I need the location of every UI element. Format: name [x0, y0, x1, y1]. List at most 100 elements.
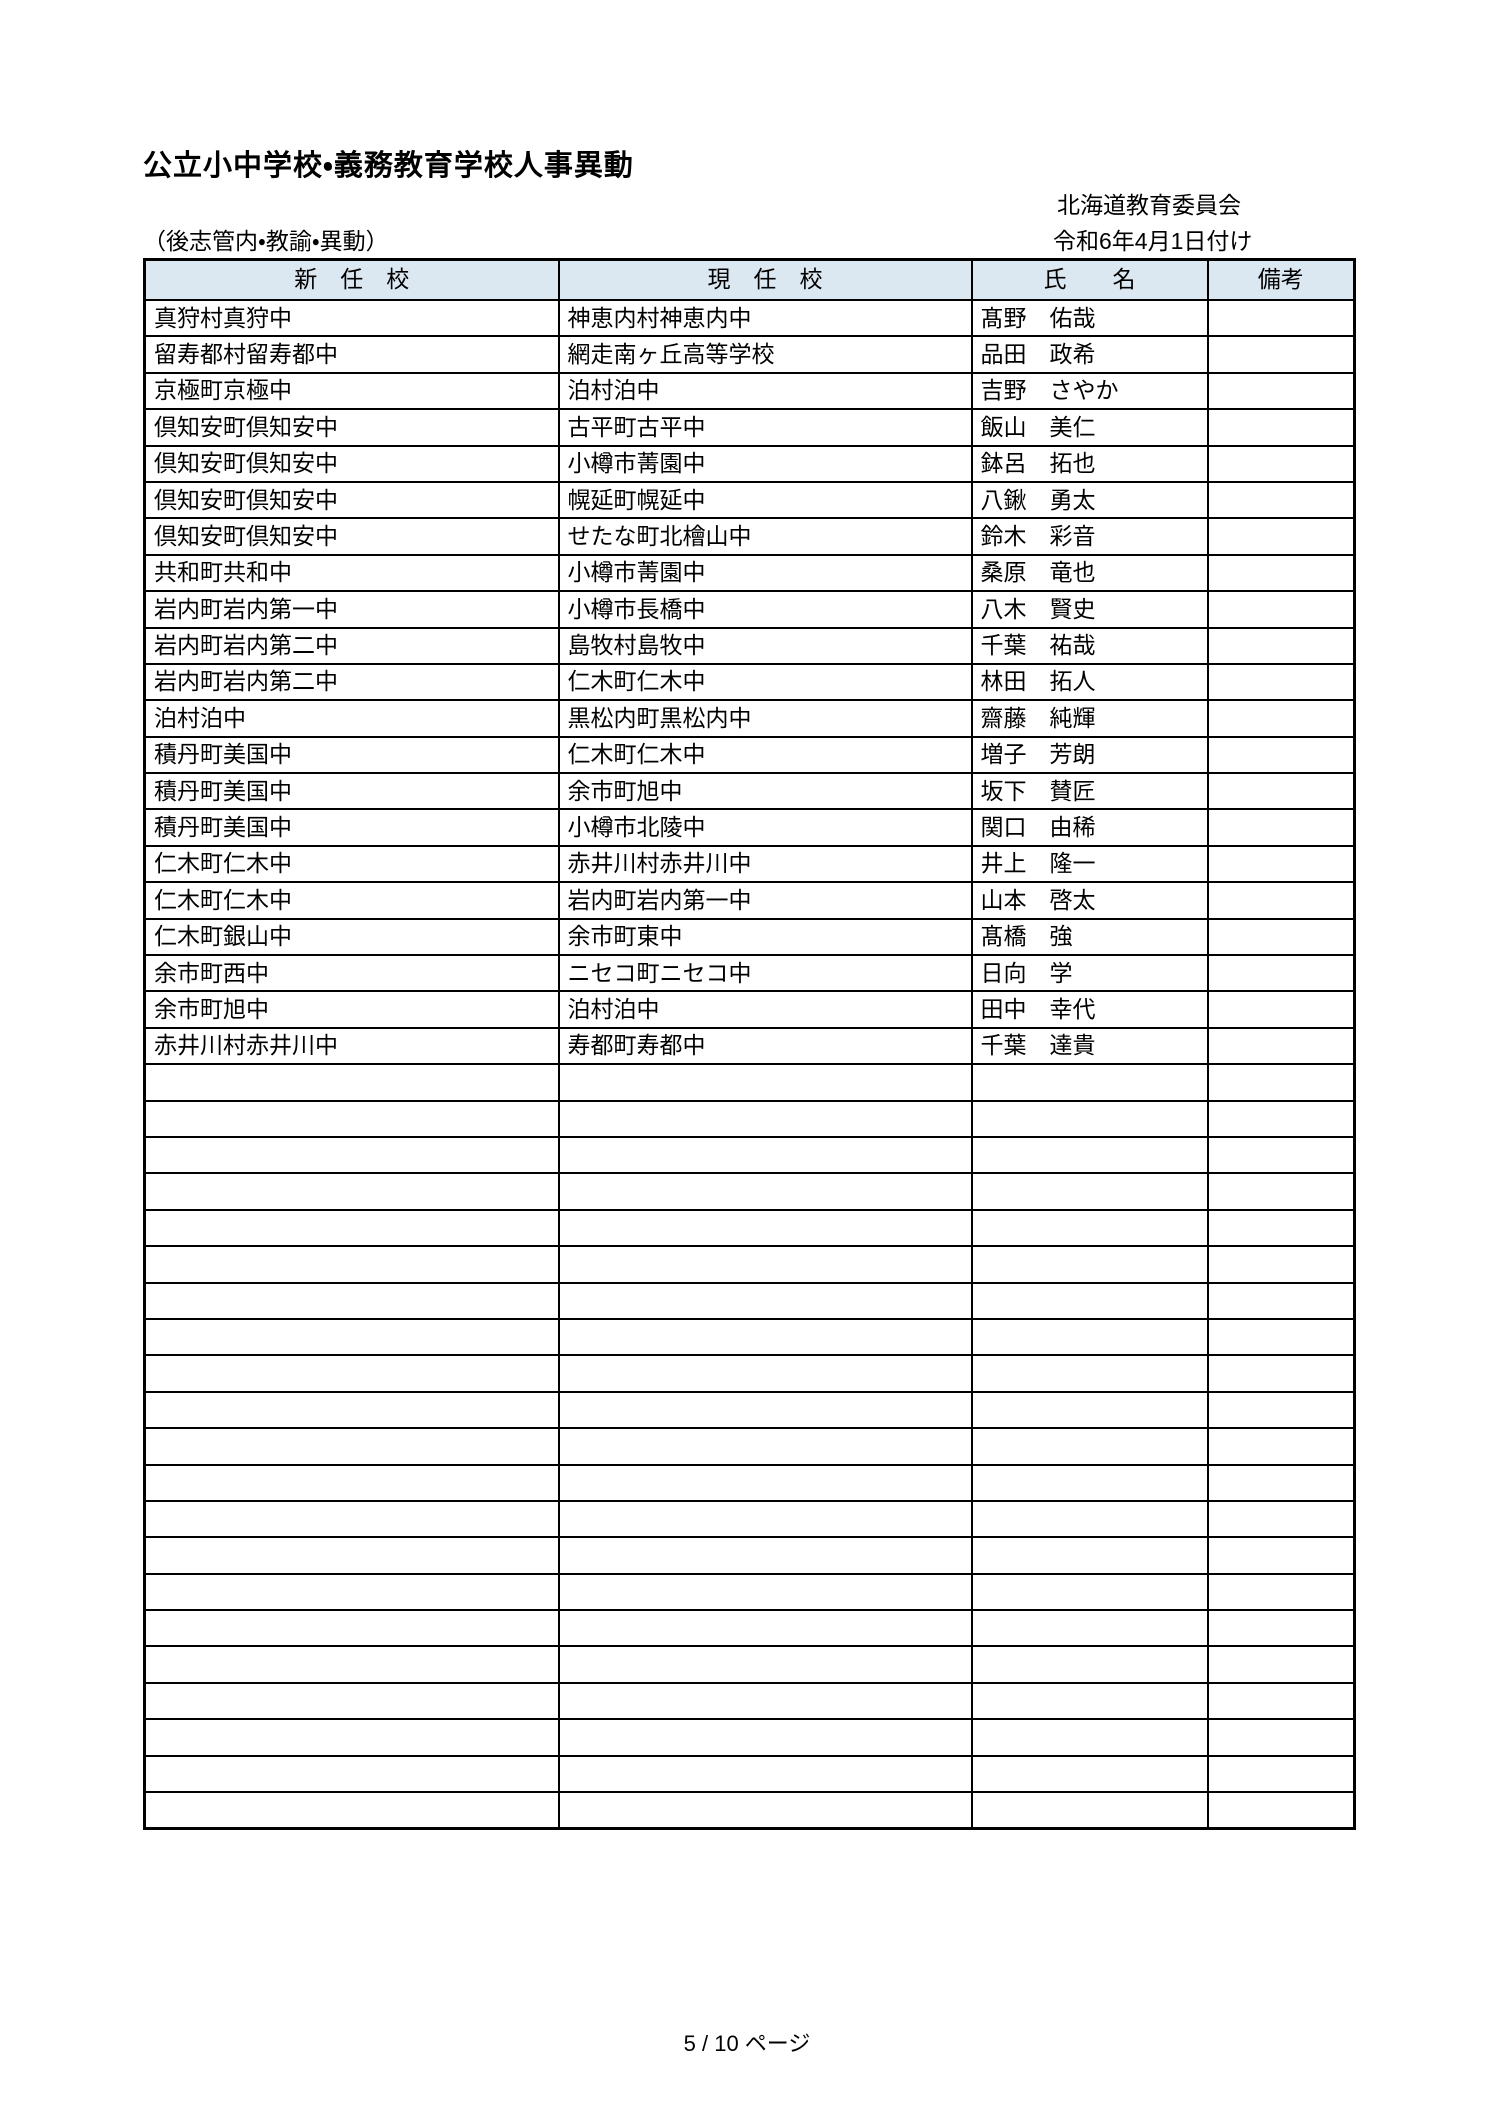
- empty-table-row: [143, 1536, 1356, 1575]
- empty-cell: [970, 1354, 1209, 1393]
- cell-new-school: 倶知安町倶知安中: [143, 517, 560, 556]
- cell-name: 日向 学: [970, 954, 1209, 993]
- empty-cell: [557, 1281, 973, 1320]
- empty-cell: [143, 1208, 560, 1248]
- empty-cell: [143, 1354, 560, 1393]
- cell-name: 増子 芳朗: [970, 735, 1209, 775]
- cell-name: 飯山 美仁: [970, 408, 1209, 447]
- cell-new-school: 仁木町仁木中: [143, 844, 560, 884]
- cell-new-school: 倶知安町倶知安中: [143, 408, 560, 447]
- empty-cell: [1206, 1390, 1356, 1430]
- organization-name: 北海道教育委員会: [1057, 192, 1241, 218]
- empty-cell: [143, 1245, 560, 1284]
- cell-name: 髙野 佑哉: [970, 298, 1209, 338]
- empty-cell: [1206, 1681, 1356, 1721]
- table-row: 留寿都村留寿都中 網走南ヶ丘高等学校 品田 政希: [143, 335, 1356, 374]
- empty-cell: [143, 1099, 560, 1138]
- cell-name: 髙橋 強: [970, 917, 1209, 957]
- empty-cell: [557, 1063, 973, 1102]
- empty-table-row: [143, 1645, 1356, 1684]
- empty-cell: [970, 1317, 1209, 1357]
- empty-cell: [1206, 1172, 1356, 1211]
- effective-date: 令和6年4月1日付け: [1053, 228, 1253, 254]
- document-title: 公立小中学校・義務教育学校人事異動: [143, 150, 634, 182]
- empty-cell: [970, 1172, 1209, 1211]
- empty-cell: [143, 1645, 560, 1684]
- cell-name: 八木 賢史: [970, 590, 1209, 629]
- table-row: 共和町共和中 小樽市菁園中 桑原 竜也: [143, 553, 1356, 593]
- empty-cell: [970, 1718, 1209, 1757]
- empty-cell: [1206, 1063, 1356, 1102]
- empty-cell: [557, 1390, 973, 1430]
- cell-name: 鈴木 彩音: [970, 517, 1209, 556]
- empty-cell: [143, 1791, 560, 1830]
- cell-current-school: 島牧村島牧中: [557, 626, 973, 665]
- cell-name: 品田 政希: [970, 335, 1209, 374]
- empty-table-row: [143, 1791, 1356, 1830]
- cell-current-school: 寿都町寿都中: [557, 1026, 973, 1066]
- empty-cell: [143, 1536, 560, 1575]
- cell-new-school: 赤井川村赤井川中: [143, 1026, 560, 1066]
- empty-cell: [970, 1427, 1209, 1466]
- cell-remarks: [1206, 626, 1356, 665]
- cell-new-school: 積丹町美国中: [143, 808, 560, 847]
- empty-cell: [970, 1681, 1209, 1721]
- cell-remarks: [1206, 808, 1356, 847]
- cell-current-school: 小樽市菁園中: [557, 553, 973, 593]
- cell-name: 鉢呂 拓也: [970, 444, 1209, 483]
- empty-cell: [143, 1499, 560, 1539]
- cell-remarks: [1206, 298, 1356, 338]
- cell-remarks: [1206, 517, 1356, 556]
- cell-remarks: [1206, 662, 1356, 702]
- header-current-school: 現 任 校: [557, 258, 973, 301]
- empty-cell: [557, 1754, 973, 1794]
- cell-new-school: 余市町西中: [143, 954, 560, 993]
- table-row: 余市町西中 ニセコ町ニセコ中 日向 学: [143, 954, 1356, 993]
- empty-cell: [557, 1572, 973, 1612]
- empty-cell: [970, 1754, 1209, 1794]
- empty-cell: [1206, 1427, 1356, 1466]
- empty-table-row: [143, 1063, 1356, 1102]
- empty-cell: [143, 1572, 560, 1612]
- empty-cell: [970, 1791, 1209, 1830]
- cell-current-school: ニセコ町ニセコ中: [557, 954, 973, 993]
- empty-cell: [557, 1427, 973, 1466]
- empty-cell: [970, 1063, 1209, 1102]
- cell-remarks: [1206, 917, 1356, 957]
- table-row: 仁木町銀山中 余市町東中 髙橋 強: [143, 917, 1356, 957]
- table-row: 岩内町岩内第二中 島牧村島牧中 千葉 祐哉: [143, 626, 1356, 665]
- cell-new-school: 岩内町岩内第二中: [143, 662, 560, 702]
- empty-cell: [143, 1718, 560, 1757]
- empty-cell: [557, 1172, 973, 1211]
- table-row: 泊村泊中 黒松内町黒松内中 齋藤 純輝: [143, 699, 1356, 738]
- empty-table-row: [143, 1172, 1356, 1211]
- empty-table-row: [143, 1245, 1356, 1284]
- empty-cell: [1206, 1499, 1356, 1539]
- empty-cell: [143, 1281, 560, 1320]
- table-row: 積丹町美国中 仁木町仁木中 増子 芳朗: [143, 735, 1356, 775]
- empty-cell: [970, 1208, 1209, 1248]
- table-row: 積丹町美国中 小樽市北陵中 関口 由稀: [143, 808, 1356, 847]
- empty-table-row: [143, 1427, 1356, 1466]
- table-row: 倶知安町倶知安中 小樽市菁園中 鉢呂 拓也: [143, 444, 1356, 483]
- cell-new-school: 留寿都村留寿都中: [143, 335, 560, 374]
- header-remarks: 備考: [1206, 258, 1356, 301]
- cell-name: 坂下 賛匠: [970, 772, 1209, 811]
- empty-table-row: [143, 1681, 1356, 1721]
- empty-cell: [143, 1609, 560, 1648]
- cell-current-school: せたな町北檜山中: [557, 517, 973, 556]
- cell-new-school: 仁木町仁木中: [143, 881, 560, 920]
- empty-cell: [557, 1463, 973, 1502]
- empty-cell: [143, 1317, 560, 1357]
- empty-cell: [557, 1791, 973, 1830]
- table-row: 岩内町岩内第二中 仁木町仁木中 林田 拓人: [143, 662, 1356, 702]
- empty-cell: [1206, 1536, 1356, 1575]
- cell-new-school: 岩内町岩内第一中: [143, 590, 560, 629]
- empty-table-row: [143, 1354, 1356, 1393]
- table-row: 倶知安町倶知安中 幌延町幌延中 八鍬 勇太: [143, 480, 1356, 520]
- empty-cell: [557, 1536, 973, 1575]
- empty-cell: [1206, 1099, 1356, 1138]
- empty-table-row: [143, 1499, 1356, 1539]
- empty-cell: [557, 1499, 973, 1539]
